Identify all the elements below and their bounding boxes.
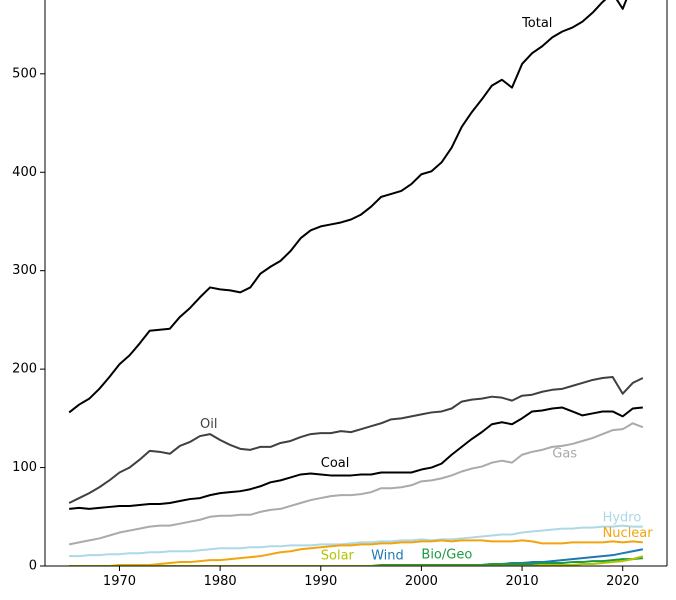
x-tick-label: 1970 <box>103 574 136 589</box>
series-label-gas: Gas <box>552 446 577 461</box>
x-tick-label: 2020 <box>606 574 639 589</box>
axes <box>44 0 668 567</box>
series-label-solar: Solar <box>321 549 355 564</box>
series-line-oil <box>68 376 644 504</box>
plot-area <box>45 0 667 566</box>
y-tick-label: 400 <box>12 165 37 180</box>
series-line-coal <box>69 406 643 510</box>
series-line-total <box>68 0 628 414</box>
series-label-hydro: Hydro <box>603 510 642 525</box>
series-line-hydro <box>69 524 643 558</box>
series-line-gas <box>68 422 644 546</box>
y-tick-label: 500 <box>12 66 37 81</box>
series-label-total: Total <box>521 16 552 31</box>
series-label-bio-geo: Bio/Geo <box>421 548 472 563</box>
series-label-wind: Wind <box>371 549 404 564</box>
y-ticks: 0 100 200 300 400 500 <box>12 66 45 574</box>
y-tick-label: 100 <box>12 460 37 475</box>
x-tick-label: 2000 <box>405 574 438 589</box>
series-line-solar <box>69 555 644 566</box>
y-tick-label: 0 <box>29 559 37 574</box>
x-tick-label: 1980 <box>204 574 237 589</box>
x-tick-label: 1990 <box>304 574 337 589</box>
y-tick-label: 300 <box>12 263 37 278</box>
series-line-bio-geo <box>69 557 643 566</box>
series-line-wind <box>69 548 644 566</box>
series-line-nuclear <box>69 539 643 566</box>
y-tick-label: 200 <box>12 362 37 377</box>
x-ticks: 1970 1980 1990 2000 2010 2020 <box>103 566 639 589</box>
series-label-oil: Oil <box>200 417 217 432</box>
series-layer <box>68 0 644 566</box>
series-label-nuclear: Nuclear <box>603 526 654 541</box>
series-label-coal: Coal <box>321 456 350 471</box>
x-tick-label: 2010 <box>506 574 539 589</box>
